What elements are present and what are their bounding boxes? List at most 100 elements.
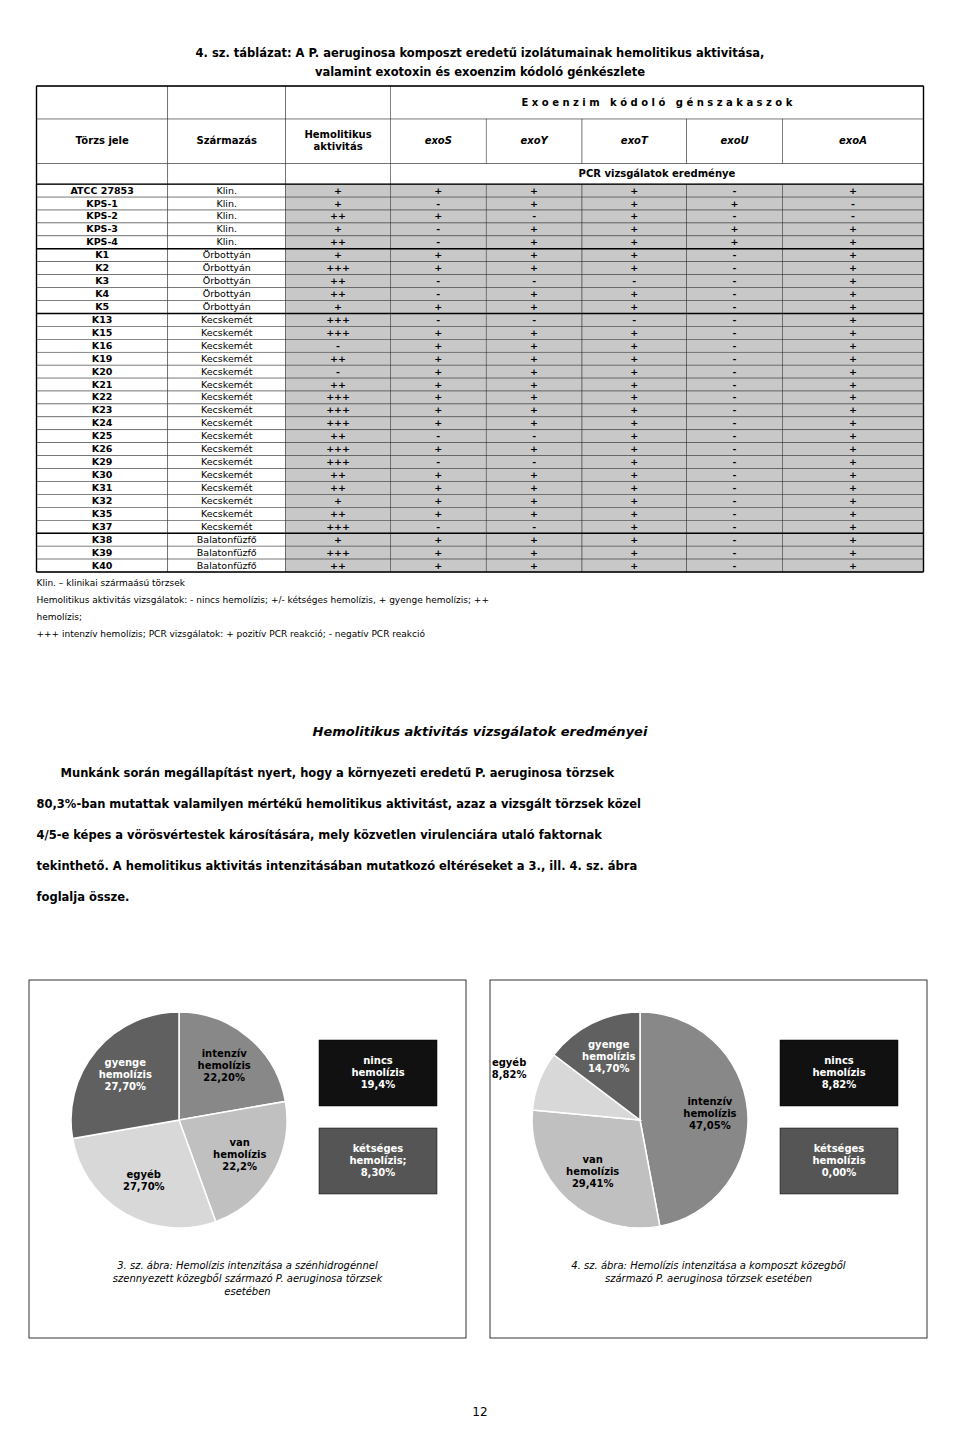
table-text: K22 (92, 391, 113, 402)
table-text: + (530, 339, 538, 350)
table-cell (782, 339, 923, 352)
table-text: + (731, 197, 739, 208)
table-cell (486, 301, 582, 314)
table-text: + (434, 391, 442, 402)
table-text-line: - (532, 456, 536, 467)
table-text: - (436, 223, 440, 234)
paragraph-line-line: foglalja össze. (37, 890, 130, 904)
table-text-line: Kecskemét (201, 404, 253, 415)
table-cell (168, 301, 286, 314)
table-text-line: ATCC 27853 (70, 184, 133, 195)
table-text: ++ (330, 352, 346, 363)
table-text-line: K1 (95, 249, 109, 260)
table-cell (687, 339, 783, 352)
table-cell (782, 546, 923, 559)
table-cell (168, 533, 286, 546)
table-text-line: + (530, 339, 538, 350)
table-text: - (532, 313, 536, 324)
table-text: Klin. (216, 197, 237, 208)
table-text: Kecskemét (201, 430, 253, 441)
table-cell (782, 288, 923, 301)
table-text: + (849, 430, 857, 441)
table-text: K32 (92, 494, 113, 505)
table-text-line: K29 (92, 456, 113, 467)
table-text: K25 (92, 430, 113, 441)
table-text-line: + (530, 533, 538, 544)
table-cell (286, 262, 391, 275)
table-text: + (530, 352, 538, 363)
table-cell (687, 352, 783, 365)
table-text-line: +++ (326, 262, 350, 273)
table-text: Kecskemét (201, 481, 253, 492)
annotation: kétségeshemolízis;8,30% (349, 1143, 406, 1178)
table-text-line: + (849, 430, 857, 441)
table-text: K26 (92, 443, 113, 454)
table-text: + (849, 249, 857, 260)
table-cell (286, 391, 391, 404)
table-cell (286, 482, 391, 495)
table-text-line: + (530, 481, 538, 492)
table-text: + (434, 326, 442, 337)
table-text: + (334, 494, 342, 505)
table-cell (37, 339, 168, 352)
table-text: + (849, 339, 857, 350)
table-text: - (733, 378, 737, 389)
table-text: - (733, 430, 737, 441)
table-text: Kecskemét (201, 507, 253, 518)
annotation-line: hemolízis (812, 1067, 865, 1078)
table-cell (168, 184, 286, 197)
column-header-line: Törzs jele (75, 135, 129, 146)
table-cell (37, 378, 168, 391)
table-cell (286, 378, 391, 391)
annotation: nincshemolízis19,4% (351, 1055, 404, 1090)
table-cell (390, 507, 486, 520)
table-text-line: Kecskemét (201, 443, 253, 454)
table-text: - (851, 210, 855, 221)
column-header: exoA (839, 135, 867, 146)
table-cell (582, 301, 687, 314)
table-cell (37, 494, 168, 507)
table-text-line: ++ (330, 236, 346, 247)
table-text: - (733, 275, 737, 286)
table-text-line: ++ (330, 352, 346, 363)
table-cell (37, 262, 168, 275)
table-text: + (630, 469, 638, 480)
column-header-line: aktivitás (314, 141, 363, 152)
table-text: - (733, 456, 737, 467)
table-cell (37, 326, 168, 339)
table-text: + (849, 546, 857, 557)
table-text-line: + (434, 352, 442, 363)
column-header: exoY (520, 135, 549, 146)
table-text-line: + (630, 469, 638, 480)
table-text-line: + (630, 520, 638, 531)
table-text: + (630, 507, 638, 518)
table-text-line: + (530, 507, 538, 518)
table-cell (782, 404, 923, 417)
column-header-line: exoS (425, 135, 452, 146)
table-cell (782, 494, 923, 507)
table-text: + (849, 288, 857, 299)
table-text: + (334, 223, 342, 234)
annotation-line: 19,4% (361, 1079, 396, 1090)
table-text: - (336, 339, 340, 350)
table-cell (582, 559, 687, 572)
column-header: exoT (621, 135, 649, 146)
table-text: - (733, 443, 737, 454)
table-text: - (436, 430, 440, 441)
table-cell (782, 275, 923, 288)
table-text: - (733, 249, 737, 260)
table-cell (390, 417, 486, 430)
table-text: +++ (326, 520, 350, 531)
table-text: + (530, 391, 538, 402)
table-text: +++ (326, 262, 350, 273)
table-cell (486, 313, 582, 326)
table-cell (782, 197, 923, 210)
table-cell (168, 417, 286, 430)
table-cell (582, 378, 687, 391)
table-text: + (731, 236, 739, 247)
table-text: + (849, 352, 857, 363)
table-cell (687, 391, 783, 404)
table-text: + (849, 559, 857, 570)
table-text-line: + (630, 223, 638, 234)
table-text-line: Klin. (216, 197, 237, 208)
